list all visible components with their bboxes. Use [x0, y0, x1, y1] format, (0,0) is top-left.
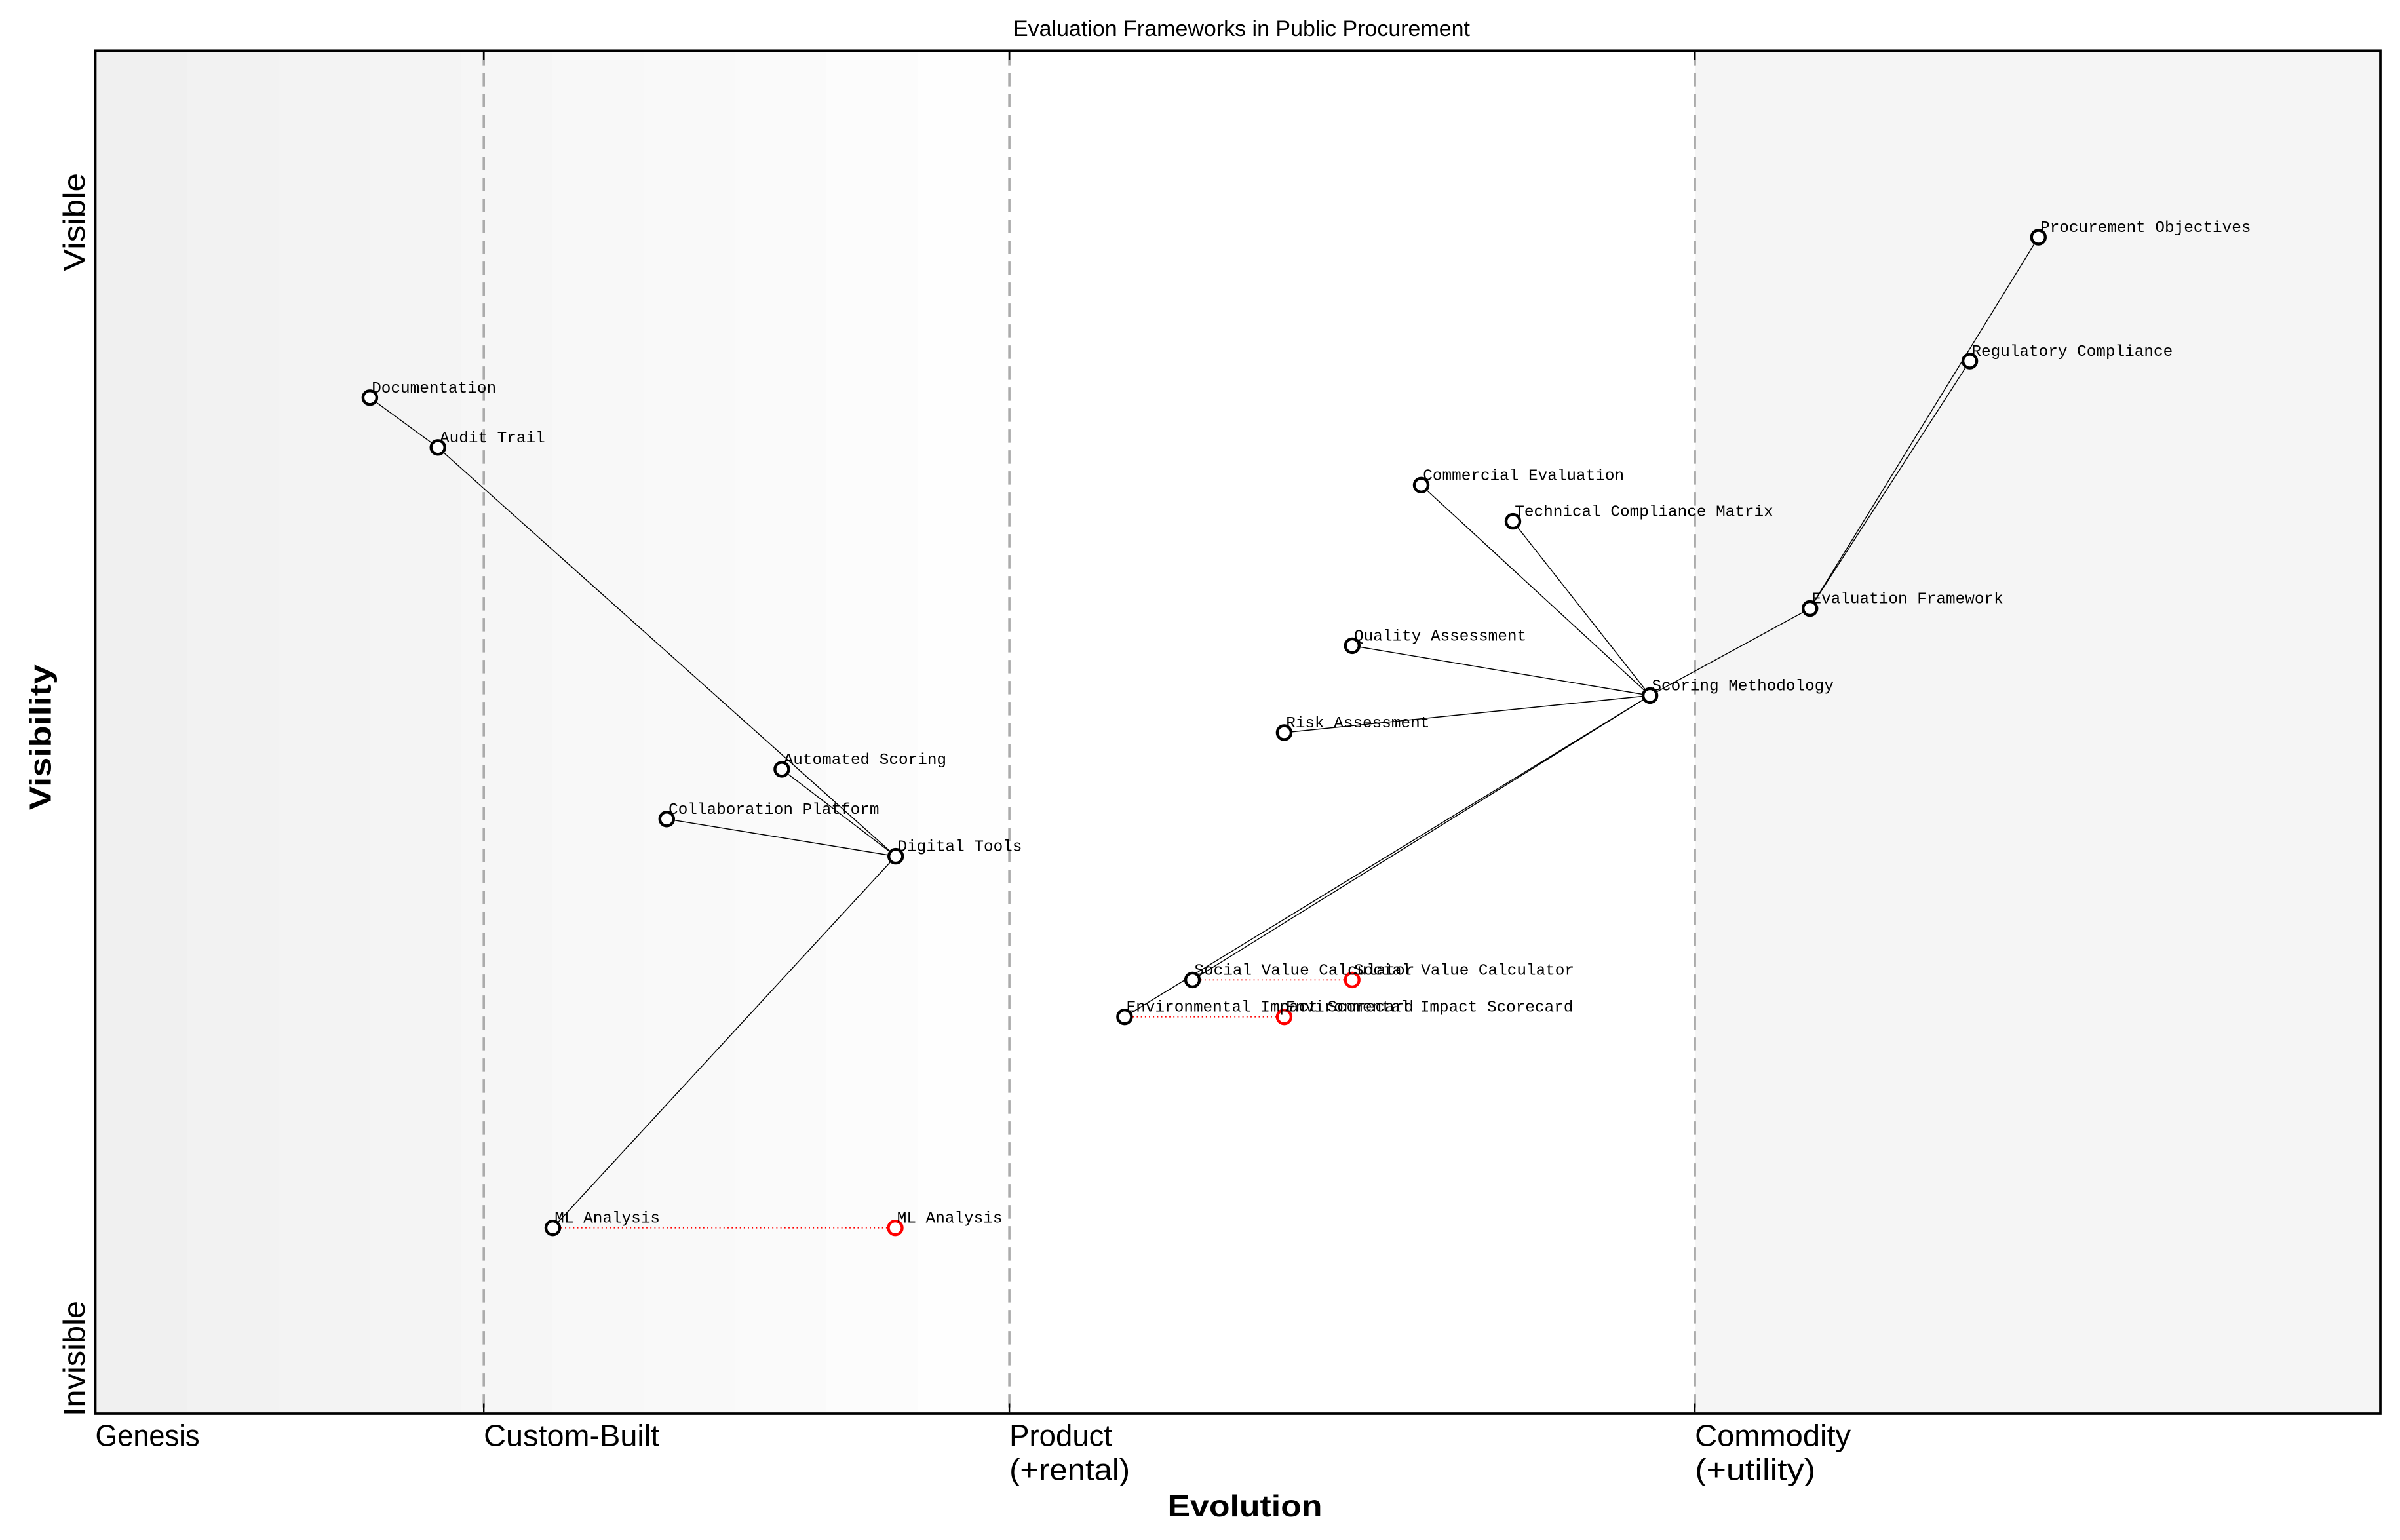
svg-text:Evolution: Evolution: [1168, 1489, 1323, 1523]
svg-text:ML Analysis: ML Analysis: [554, 1210, 660, 1228]
svg-text:Documentation: Documentation: [372, 380, 496, 398]
svg-text:Environmental Impact Scorecard: Environmental Impact Scorecard: [1127, 999, 1414, 1017]
svg-text:Quality Assessment: Quality Assessment: [1354, 628, 1526, 645]
svg-text:Evaluation Framework: Evaluation Framework: [1812, 591, 2003, 609]
svg-text:Commercial Evaluation: Commercial Evaluation: [1423, 467, 1624, 485]
svg-text:Evaluation Frameworks in Publi: Evaluation Frameworks in Public Procurem…: [1013, 16, 1470, 41]
svg-text:Visibility: Visibility: [24, 664, 58, 810]
svg-text:Digital Tools: Digital Tools: [898, 839, 1022, 857]
svg-text:Procurement Objectives: Procurement Objectives: [2040, 220, 2251, 237]
svg-text:Automated Scoring: Automated Scoring: [784, 752, 946, 769]
svg-text:(+utility): (+utility): [1695, 1452, 1815, 1486]
svg-text:Regulatory Compliance: Regulatory Compliance: [1971, 343, 2173, 361]
svg-text:Social Value Calculator: Social Value Calculator: [1354, 962, 1574, 980]
svg-text:ML Analysis: ML Analysis: [897, 1210, 1003, 1228]
svg-text:(+rental): (+rental): [1009, 1452, 1130, 1486]
svg-text:Product: Product: [1009, 1419, 1112, 1453]
svg-text:Custom-Built: Custom-Built: [484, 1419, 659, 1453]
svg-text:Collaboration Platform: Collaboration Platform: [668, 801, 879, 819]
svg-text:Risk Assessment: Risk Assessment: [1286, 715, 1429, 733]
svg-text:Environmental Impact Scorecard: Environmental Impact Scorecard: [1286, 999, 1573, 1017]
svg-text:Invisible: Invisible: [57, 1301, 91, 1416]
svg-text:Audit Trail: Audit Trail: [440, 430, 545, 448]
svg-text:Commodity: Commodity: [1695, 1419, 1851, 1453]
svg-text:Technical Compliance Matrix: Technical Compliance Matrix: [1515, 504, 1773, 522]
svg-text:Social Value Calculator: Social Value Calculator: [1194, 962, 1414, 980]
svg-text:Visible: Visible: [57, 173, 91, 271]
svg-text:Genesis: Genesis: [96, 1419, 200, 1453]
svg-text:Scoring Methodology: Scoring Methodology: [1652, 678, 1834, 695]
